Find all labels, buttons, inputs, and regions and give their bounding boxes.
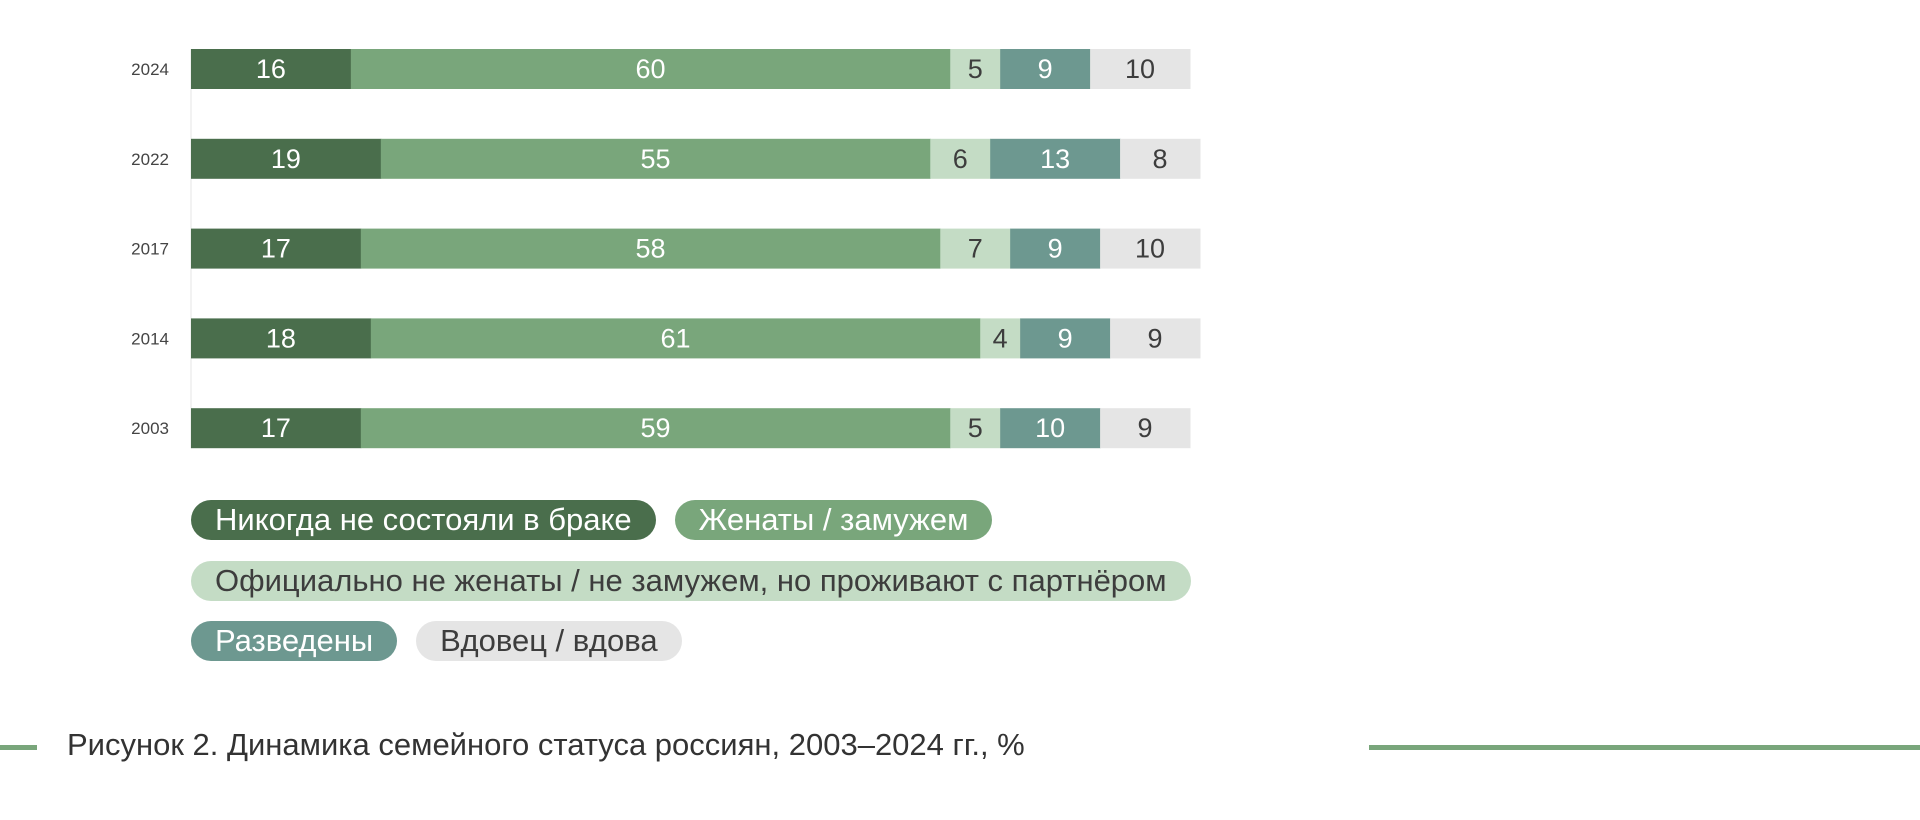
bar-value-label: 6	[953, 144, 968, 174]
bar-segment	[1000, 408, 1101, 449]
bar-segment	[930, 138, 991, 179]
bar-value-label: 5	[968, 413, 983, 443]
bar-value-label: 9	[1058, 323, 1073, 353]
bar-segment	[191, 228, 362, 269]
bar-value-label: 8	[1153, 144, 1168, 174]
bar-value-label: 5	[968, 54, 983, 84]
bar-segment	[360, 228, 941, 269]
bar-value-label: 9	[1138, 413, 1153, 443]
bar-value-label: 4	[993, 323, 1008, 353]
bar-value-label: 59	[641, 413, 671, 443]
bar-segment	[980, 318, 1021, 359]
bar-segment	[350, 49, 951, 89]
bar-value-label: 9	[1148, 323, 1163, 353]
bar-segment	[1100, 228, 1201, 269]
bar-value-label: 9	[1038, 54, 1053, 84]
bar-value-label: 10	[1125, 54, 1155, 84]
bar-segment	[940, 228, 1011, 269]
legend-row-2: Официально не женаты / не замужем, но пр…	[191, 561, 1191, 601]
year-label: 2014	[131, 329, 169, 348]
bar-value-label: 13	[1040, 144, 1070, 174]
bar-segment	[380, 138, 931, 179]
bar-value-label: 9	[1048, 234, 1063, 264]
bar-value-label: 16	[256, 54, 286, 84]
bar-value-label: 55	[641, 144, 671, 174]
year-label: 2022	[131, 150, 169, 169]
bar-segment	[950, 49, 1001, 89]
bar-segment	[360, 408, 951, 449]
bar-value-label: 10	[1135, 234, 1165, 264]
bar-segment	[1100, 408, 1191, 449]
bar-segment	[191, 49, 352, 89]
bar-segment	[191, 408, 362, 449]
bar-segment	[191, 318, 372, 359]
bar-value-label: 19	[271, 144, 301, 174]
bar-segment	[990, 138, 1121, 179]
legend-row-3: Разведены Вдовец / вдова	[191, 621, 682, 661]
bar-value-label: 58	[636, 234, 666, 264]
bar-value-label: 17	[261, 413, 291, 443]
bar-segment	[1110, 318, 1201, 359]
legend-item-cohabiting: Официально не женаты / не замужем, но пр…	[191, 561, 1191, 601]
bar-value-label: 10	[1035, 413, 1065, 443]
bar-segment	[1020, 318, 1111, 359]
year-label: 2024	[131, 60, 169, 79]
bar-value-label: 60	[636, 54, 666, 84]
bar-segment	[370, 318, 981, 359]
legend-row-1: Никогда не состояли в браке Женаты / зам…	[191, 500, 993, 540]
bar-segment	[950, 408, 1001, 449]
figure-caption: Рисунок 2. Динамика семейного статуса ро…	[67, 727, 1025, 762]
year-label: 2017	[131, 240, 169, 259]
legend-item-widowed: Вдовец / вдова	[416, 621, 682, 661]
legend-item-married: Женаты / замужем	[674, 500, 993, 540]
bar-value-label: 7	[968, 234, 983, 264]
legend-item-never-married: Никогда не состояли в браке	[191, 500, 656, 540]
bar-segment	[191, 138, 382, 179]
bar-segment	[1120, 138, 1201, 179]
bar-value-label: 17	[261, 234, 291, 264]
caption-rule-left	[0, 745, 37, 750]
caption-rule-right	[1369, 745, 1920, 750]
bar-value-label: 18	[266, 323, 296, 353]
year-label: 2003	[131, 419, 169, 438]
legend-item-divorced: Разведены	[191, 621, 398, 661]
bar-segment	[1010, 228, 1101, 269]
bar-segment	[1000, 49, 1091, 89]
bar-value-label: 61	[660, 323, 690, 353]
bar-segment	[1090, 49, 1191, 89]
